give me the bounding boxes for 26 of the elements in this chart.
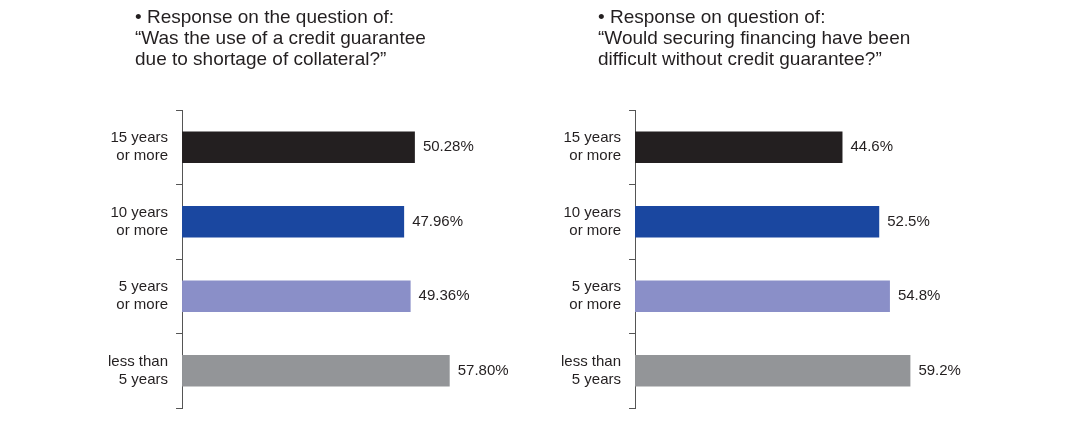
- y-tick-label: 10 years or more: [110, 202, 169, 238]
- data-label: 52.5%: [887, 211, 930, 229]
- data-label: 57.80%: [457, 360, 509, 378]
- data-label: 47.96%: [412, 211, 464, 229]
- bar: [635, 206, 880, 238]
- data-label: 49.36%: [418, 286, 470, 304]
- bar: [635, 131, 843, 163]
- data-label: 50.28%: [422, 137, 474, 155]
- y-tick-label: 5 years or more: [569, 277, 622, 313]
- bar: [182, 131, 415, 163]
- data-label: 44.6%: [850, 137, 894, 155]
- y-tick-label: 15 years or more: [563, 128, 622, 164]
- data-label: 59.2%: [918, 360, 961, 378]
- bar: [635, 355, 911, 387]
- bar: [182, 355, 450, 387]
- bar: [635, 280, 890, 312]
- bar: [182, 206, 405, 238]
- bar: [182, 280, 411, 312]
- y-tick-label: 5 years or more: [116, 277, 169, 313]
- y-tick-label: less than 5 years: [560, 351, 622, 387]
- y-tick-label: less than 5 years: [107, 351, 169, 387]
- y-tick-label: 10 years or more: [563, 202, 622, 238]
- data-label: 54.8%: [897, 286, 941, 304]
- chart-title: • Response on question of: “Would securing financing have been difficult without credit guarantee?”: [598, 6, 911, 69]
- chart-title: • Response on the question of: “Was the use of a credit guarantee due to shortage of collateral?”: [135, 6, 426, 69]
- y-tick-label: 15 years or more: [110, 128, 169, 164]
